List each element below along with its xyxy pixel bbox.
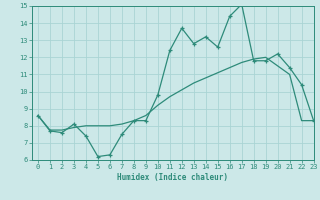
- X-axis label: Humidex (Indice chaleur): Humidex (Indice chaleur): [117, 173, 228, 182]
